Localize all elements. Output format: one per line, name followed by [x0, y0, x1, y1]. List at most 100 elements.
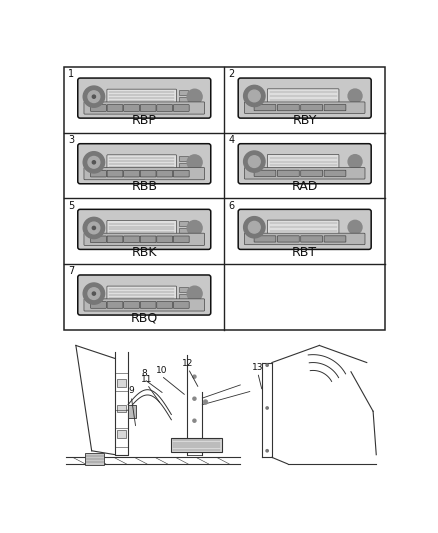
FancyBboxPatch shape: [78, 144, 211, 184]
Bar: [128, 405, 136, 418]
FancyBboxPatch shape: [157, 104, 173, 111]
Circle shape: [88, 91, 100, 102]
Circle shape: [248, 90, 260, 102]
Circle shape: [244, 216, 265, 238]
Circle shape: [244, 151, 265, 172]
Text: 4: 4: [228, 135, 234, 145]
Text: 5: 5: [68, 200, 74, 211]
FancyBboxPatch shape: [277, 170, 299, 176]
Circle shape: [92, 95, 95, 98]
Text: RAD: RAD: [292, 180, 318, 193]
FancyBboxPatch shape: [107, 236, 123, 243]
FancyBboxPatch shape: [140, 302, 156, 308]
Circle shape: [203, 400, 208, 405]
FancyBboxPatch shape: [173, 171, 189, 177]
FancyBboxPatch shape: [107, 89, 177, 104]
Text: RBY: RBY: [293, 114, 317, 127]
Text: RBP: RBP: [132, 114, 157, 127]
Circle shape: [248, 156, 260, 167]
Circle shape: [187, 221, 202, 236]
FancyBboxPatch shape: [157, 171, 173, 177]
Circle shape: [83, 217, 105, 239]
FancyBboxPatch shape: [85, 454, 104, 465]
Bar: [171, 438, 222, 452]
FancyBboxPatch shape: [140, 104, 156, 111]
FancyBboxPatch shape: [324, 104, 346, 111]
Text: 6: 6: [228, 200, 234, 211]
FancyBboxPatch shape: [254, 236, 276, 242]
FancyBboxPatch shape: [91, 171, 106, 177]
Text: RBB: RBB: [131, 180, 157, 193]
Circle shape: [88, 157, 100, 168]
Circle shape: [193, 441, 196, 444]
FancyBboxPatch shape: [84, 102, 205, 114]
Bar: [179, 156, 188, 160]
Circle shape: [244, 85, 265, 107]
FancyBboxPatch shape: [140, 171, 156, 177]
Circle shape: [266, 450, 268, 452]
FancyBboxPatch shape: [107, 155, 177, 170]
FancyBboxPatch shape: [84, 233, 205, 245]
FancyBboxPatch shape: [78, 209, 211, 249]
Circle shape: [193, 397, 196, 400]
Text: 13: 13: [252, 362, 263, 372]
Circle shape: [187, 286, 202, 301]
FancyBboxPatch shape: [238, 78, 371, 118]
FancyBboxPatch shape: [173, 104, 189, 111]
Text: 8: 8: [141, 369, 147, 378]
Bar: [117, 430, 127, 438]
FancyBboxPatch shape: [238, 209, 371, 249]
FancyBboxPatch shape: [107, 104, 123, 111]
FancyBboxPatch shape: [244, 167, 365, 179]
Text: 10: 10: [155, 366, 167, 375]
Circle shape: [348, 220, 362, 234]
Text: 9: 9: [128, 386, 134, 395]
FancyBboxPatch shape: [140, 236, 156, 243]
Circle shape: [348, 89, 362, 103]
FancyBboxPatch shape: [107, 302, 123, 308]
FancyBboxPatch shape: [124, 171, 139, 177]
Text: 7: 7: [68, 266, 74, 276]
Circle shape: [266, 407, 268, 409]
FancyBboxPatch shape: [124, 236, 139, 243]
Bar: [179, 90, 188, 95]
FancyBboxPatch shape: [124, 302, 139, 308]
FancyBboxPatch shape: [157, 302, 173, 308]
FancyBboxPatch shape: [157, 236, 173, 243]
Circle shape: [92, 227, 95, 230]
Bar: [64, 67, 385, 329]
FancyBboxPatch shape: [301, 104, 322, 111]
Circle shape: [248, 221, 260, 233]
Circle shape: [83, 86, 105, 107]
FancyBboxPatch shape: [254, 104, 276, 111]
FancyBboxPatch shape: [84, 167, 205, 180]
Bar: [179, 294, 188, 299]
FancyBboxPatch shape: [173, 302, 189, 308]
Bar: [179, 287, 188, 292]
FancyBboxPatch shape: [107, 286, 177, 301]
Bar: [179, 97, 188, 102]
Circle shape: [88, 222, 100, 234]
FancyBboxPatch shape: [173, 236, 189, 243]
Bar: [117, 405, 127, 413]
Text: RBQ: RBQ: [131, 311, 158, 324]
FancyBboxPatch shape: [107, 171, 123, 177]
FancyBboxPatch shape: [324, 236, 346, 242]
Circle shape: [92, 161, 95, 164]
Bar: [179, 163, 188, 168]
Text: RBT: RBT: [292, 246, 317, 259]
FancyBboxPatch shape: [277, 104, 299, 111]
FancyBboxPatch shape: [78, 78, 211, 118]
FancyBboxPatch shape: [324, 170, 346, 176]
FancyBboxPatch shape: [91, 104, 106, 111]
Text: 3: 3: [68, 135, 74, 145]
FancyBboxPatch shape: [244, 233, 365, 245]
FancyBboxPatch shape: [244, 102, 365, 114]
Circle shape: [266, 364, 268, 366]
FancyBboxPatch shape: [107, 221, 177, 236]
Text: 2: 2: [228, 69, 235, 79]
FancyBboxPatch shape: [267, 155, 339, 169]
Circle shape: [193, 419, 196, 422]
FancyBboxPatch shape: [78, 275, 211, 315]
FancyBboxPatch shape: [124, 104, 139, 111]
